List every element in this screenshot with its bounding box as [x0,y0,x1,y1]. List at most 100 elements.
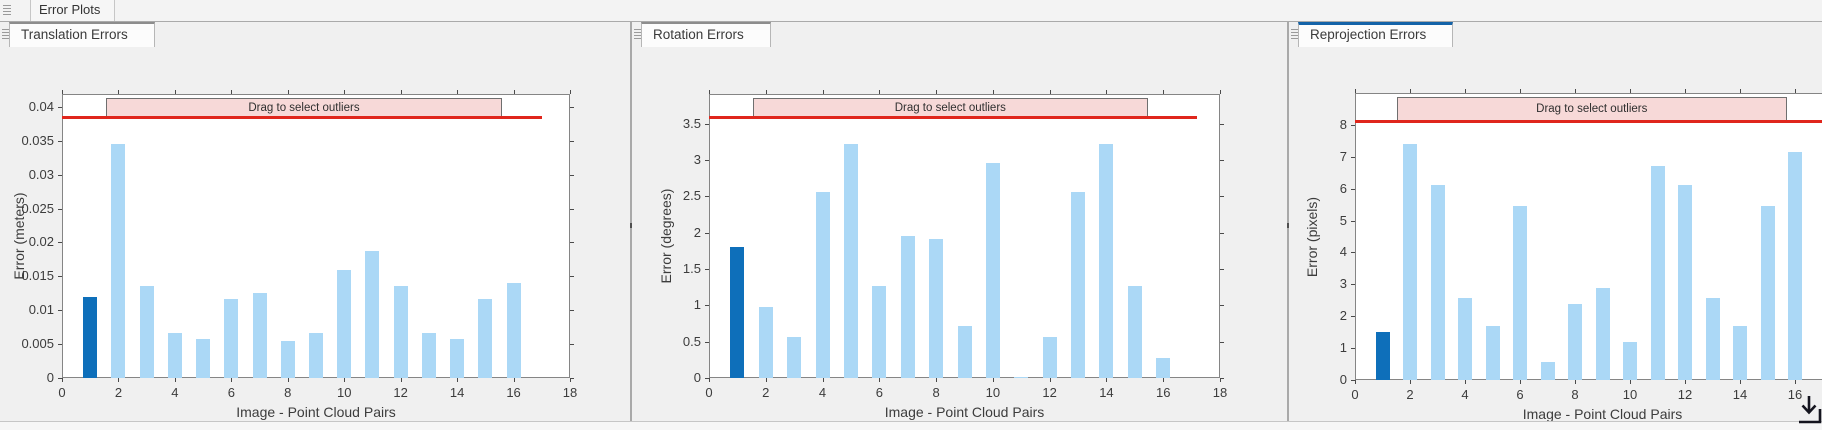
error-bar[interactable] [450,338,465,378]
x-tick-label: 6 [227,385,235,400]
error-bar[interactable] [1788,151,1802,380]
error-bar[interactable] [1014,376,1029,378]
y-tick-mark [58,208,62,210]
panel-divider[interactable] [630,22,632,421]
error-bar[interactable] [337,269,352,378]
error-bar[interactable] [1760,206,1775,380]
tab-rotation-errors[interactable]: Rotation Errors [641,22,771,47]
y-tick-mark-right [570,378,574,379]
x-tick-mark [457,378,459,382]
error-bar[interactable] [1403,144,1417,380]
error-bar[interactable] [985,163,1000,378]
x-tick-label: 2 [762,385,770,400]
y-tick-label: 4 [1339,244,1347,260]
x-tick-mark [513,378,515,382]
error-bar[interactable] [758,306,773,378]
tab-rotation-errors-label: Rotation Errors [653,27,744,42]
y-tick-label: 3 [1339,276,1347,292]
error-bar[interactable] [1595,288,1610,380]
error-bar[interactable] [1513,206,1527,380]
drag-grip-icon[interactable] [634,29,642,40]
x-tick-label: 10 [1622,387,1638,402]
error-bar[interactable] [1127,286,1142,378]
drag-grip-icon[interactable] [3,5,11,16]
error-bar[interactable] [1705,297,1720,380]
x-axis-label: Image - Point Cloud Pairs [1522,406,1683,421]
error-bar[interactable] [1623,341,1637,380]
outlier-threshold-line[interactable] [1355,119,1822,123]
plot-area [1355,93,1822,380]
error-bar[interactable] [506,283,521,378]
y-tick-mark-right [570,174,574,176]
error-bar[interactable] [1568,304,1582,380]
x-tick-mark [1049,378,1051,382]
error-bar[interactable] [252,292,267,378]
error-bar[interactable] [1099,144,1114,378]
error-bar[interactable] [957,326,972,378]
y-tick-label: 5 [1339,212,1347,228]
y-tick-label: 1 [1339,340,1347,356]
error-bar[interactable] [1156,358,1171,378]
y-tick-mark-right [570,208,574,210]
x-tick-label: 16 [1155,385,1171,400]
y-tick-mark-right [570,106,574,108]
error-bar[interactable] [280,340,295,378]
error-bar[interactable] [900,236,915,378]
y-tick-mark-right [1220,232,1224,234]
tab-translation-errors[interactable]: Translation Errors [9,22,155,47]
panel-divider[interactable] [1287,22,1289,421]
outlier-selection-band[interactable] [753,98,1148,118]
error-bar[interactable] [83,296,98,378]
error-bar[interactable] [478,299,493,378]
drag-grip-icon[interactable] [1291,29,1299,40]
x-tick-label: 0 [705,385,713,400]
tab-reprojection-errors[interactable]: Reprojection Errors [1298,22,1454,47]
error-bar[interactable] [393,286,408,378]
error-bar[interactable] [1458,297,1472,380]
x-tick-mark-top [231,90,233,94]
x-tick-label: 10 [985,385,1001,400]
error-bar[interactable] [929,238,944,378]
outlier-threshold-line[interactable] [709,116,1198,120]
error-bar[interactable] [843,144,858,378]
error-bar[interactable] [167,332,182,378]
error-bar[interactable] [730,247,745,378]
error-bar[interactable] [139,286,154,378]
error-bar[interactable] [1375,332,1390,380]
error-bar[interactable] [1430,185,1445,380]
y-tick-label: 0.025 [21,200,54,216]
error-bar[interactable] [365,250,380,378]
export-download-icon[interactable] [1796,393,1822,429]
error-bar[interactable] [1485,325,1500,380]
x-tick-label: 8 [932,385,940,400]
error-bar[interactable] [787,336,802,378]
error-bar[interactable] [1071,192,1086,378]
drag-grip-icon[interactable] [2,29,10,40]
error-bar[interactable] [1678,185,1692,380]
error-bar[interactable] [1650,166,1665,380]
x-tick-mark [62,378,63,382]
error-bar[interactable] [1042,336,1057,378]
y-tick-mark [705,232,709,234]
y-tick-label: 2 [1339,308,1347,324]
error-bar[interactable] [872,286,887,378]
error-bar[interactable] [309,332,323,378]
x-tick-mark-top [1740,89,1741,93]
x-tick-mark-top [1575,89,1576,93]
outlier-selection-band[interactable] [1396,97,1787,122]
tab-error-plots[interactable]: Error Plots [30,0,116,21]
error-bar[interactable] [196,338,211,378]
y-tick-mark-right [570,140,574,142]
error-bar[interactable] [1733,325,1747,380]
x-tick-mark-top [570,90,571,94]
error-bar[interactable] [421,332,436,378]
outlier-selection-band[interactable] [105,98,503,118]
error-bar[interactable] [224,299,239,378]
x-tick-label: 18 [1212,385,1228,400]
tab-error-plots-label: Error Plots [39,2,101,17]
outlier-threshold-line[interactable] [62,116,542,120]
error-bar[interactable] [1540,362,1555,380]
error-bar[interactable] [815,192,830,378]
x-tick-mark [1795,380,1796,384]
error-bar[interactable] [111,144,126,378]
